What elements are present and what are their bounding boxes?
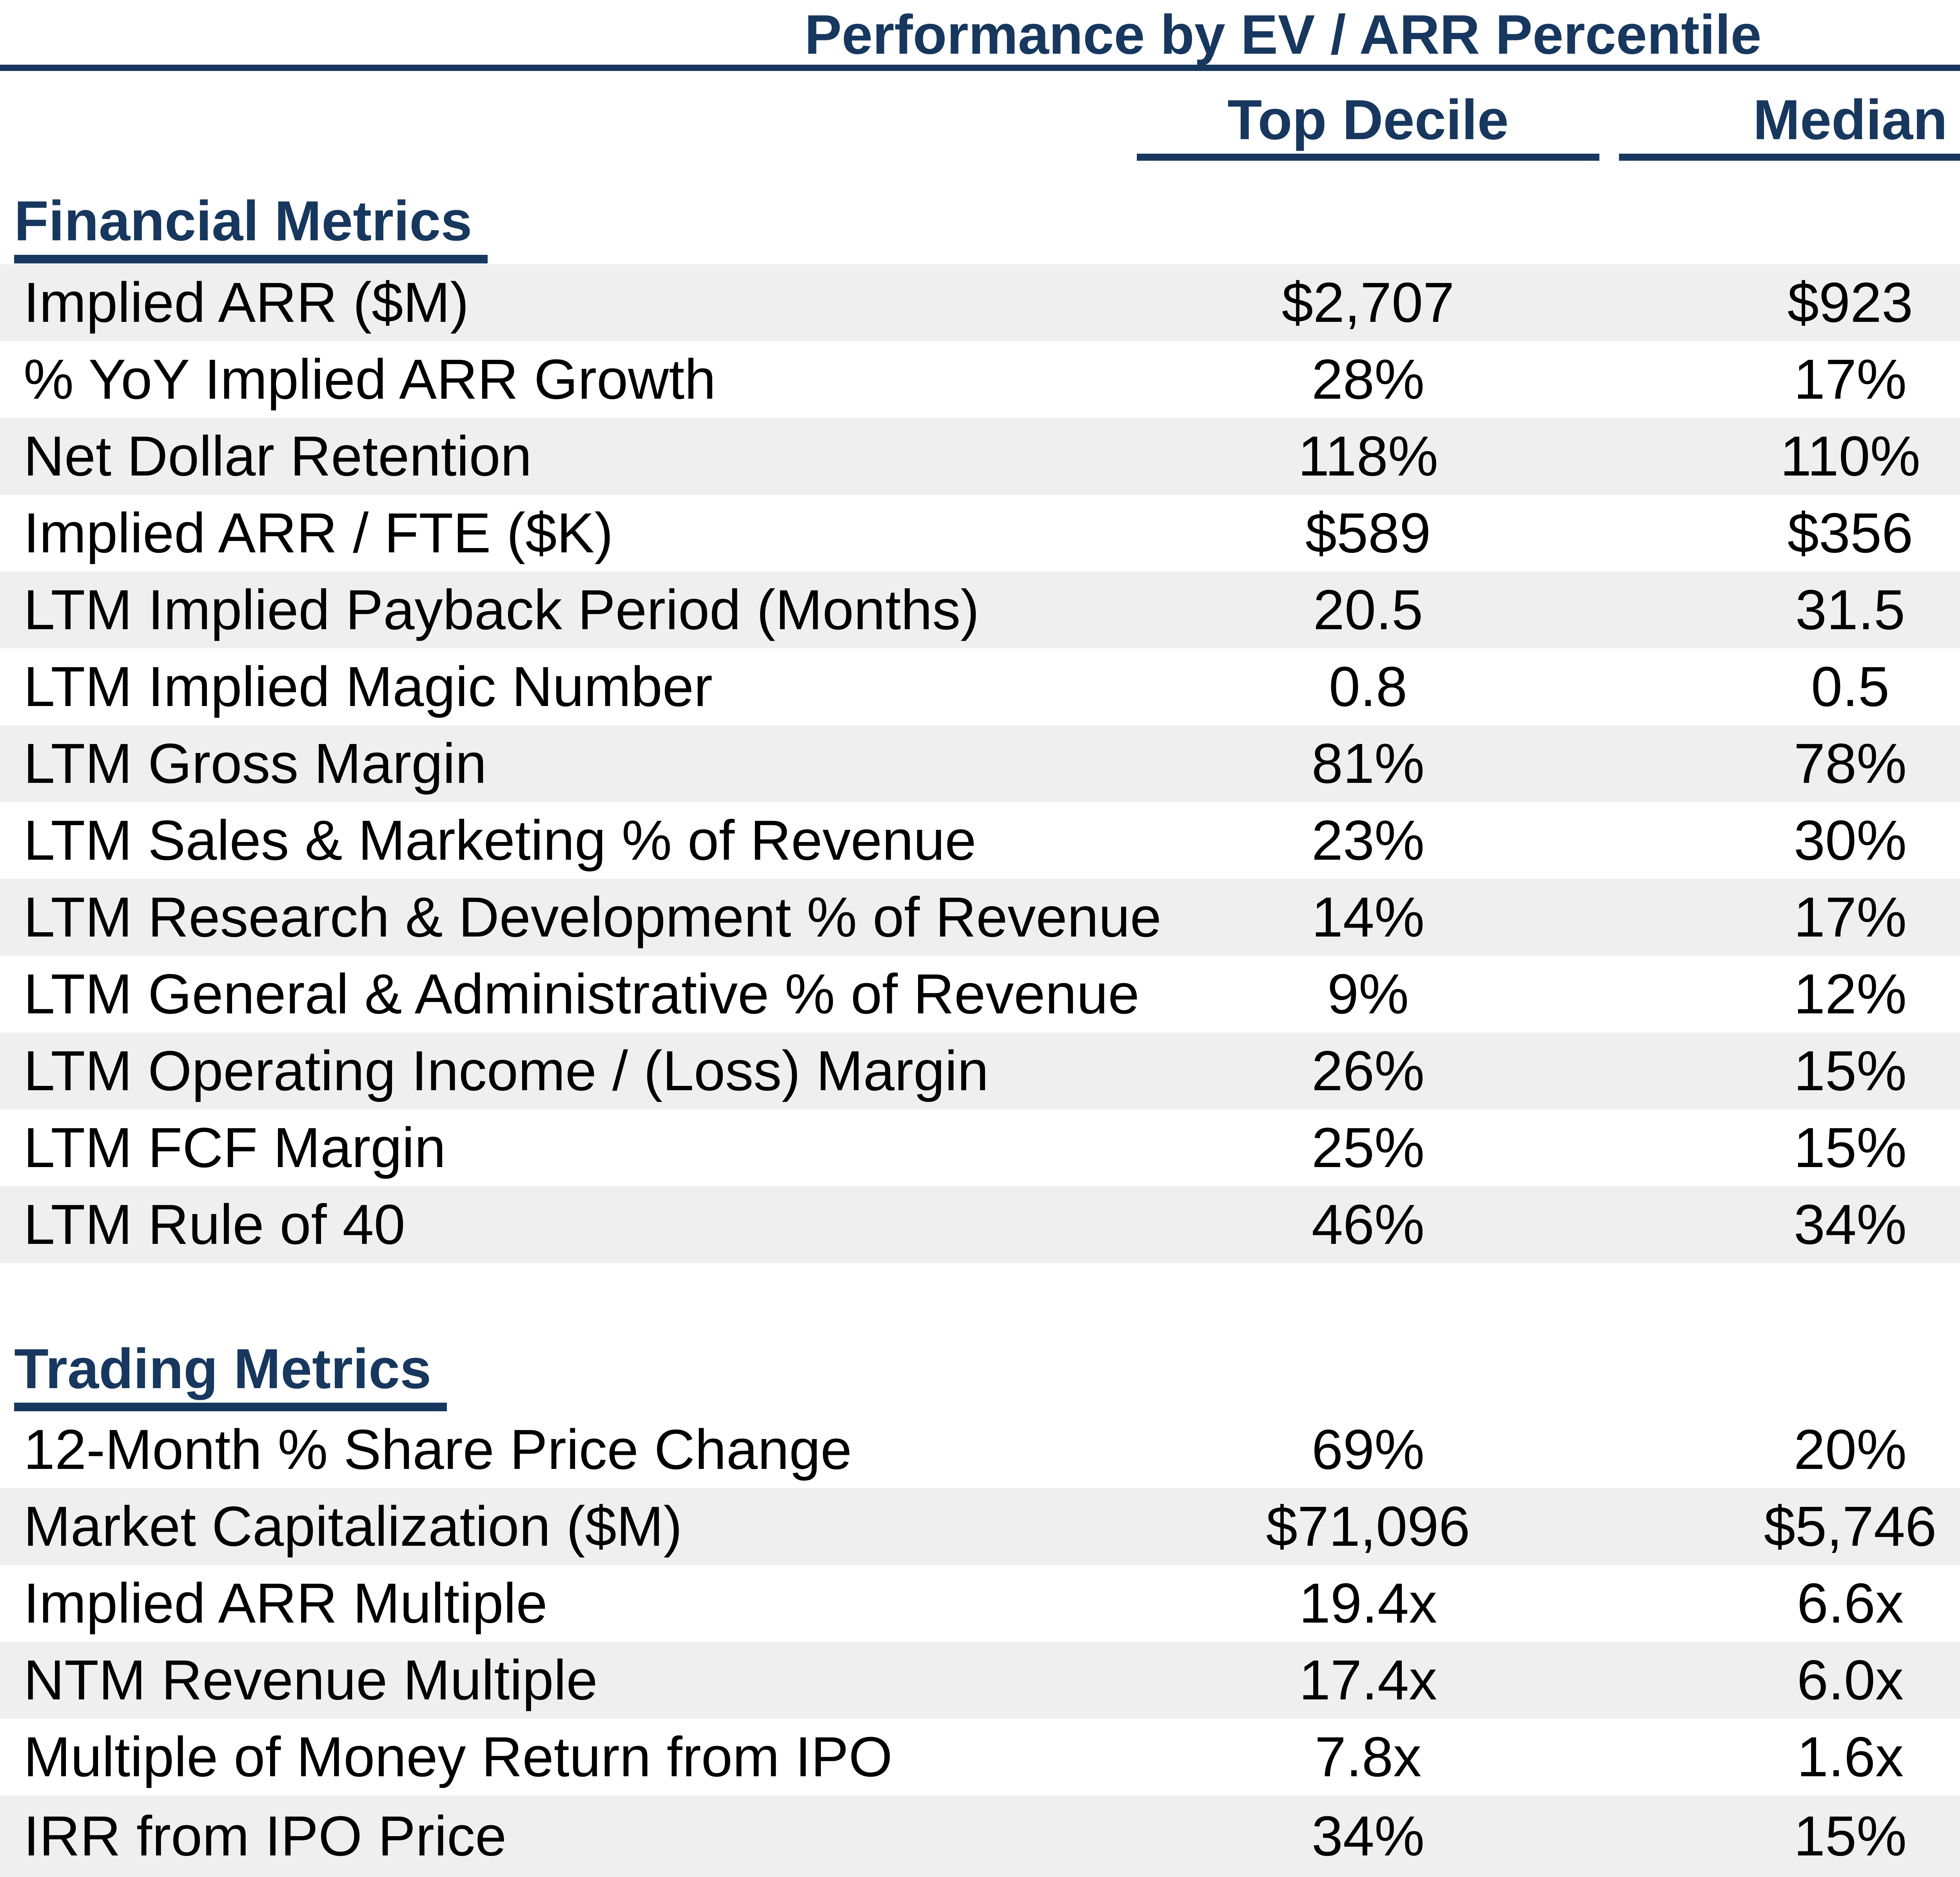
trading-metrics-rows: 12-Month % Share Price Change69%20%-Mark…	[0, 1411, 1960, 1877]
row-label: LTM Research & Development % of Revenue	[24, 886, 1161, 949]
row-label: LTM Gross Margin	[24, 732, 487, 795]
row-value-top-decile: 28%	[1311, 348, 1425, 411]
row-value-top-decile: 118%	[1298, 425, 1438, 488]
row-value-median: 31.5	[1795, 578, 1906, 641]
row-value-median: 6.6x	[1797, 1572, 1904, 1635]
row-value-median: 17%	[1793, 886, 1907, 949]
row-value-median: 20%	[1793, 1418, 1907, 1481]
row-value-median: 34%	[1793, 1193, 1907, 1256]
row-value-median: 12%	[1793, 962, 1907, 1026]
table-row: Market Capitalization ($M)$71,096$5,746-	[0, 1488, 1960, 1565]
row-value-median: 78%	[1793, 732, 1907, 795]
row-label: NTM Revenue Multiple	[24, 1648, 598, 1712]
page-title: Performance by EV / ARR Percentile	[804, 4, 1762, 66]
table-row: LTM Research & Development % of Revenue 1…	[0, 879, 1960, 956]
row-label: LTM Implied Magic Number	[24, 655, 713, 718]
row-value-median: 15%	[1793, 1116, 1907, 1179]
row-value-top-decile: $2,707	[1281, 271, 1455, 334]
row-value-top-decile: 17.4x	[1299, 1648, 1437, 1712]
table-row: LTM General & Administrative % of Revenu…	[0, 956, 1960, 1033]
title-rule	[0, 65, 1960, 71]
row-label: LTM Sales & Marketing % of Revenue	[24, 809, 976, 872]
row-label: Implied ARR Multiple	[24, 1572, 548, 1635]
row-value-median: 110%	[1780, 425, 1920, 488]
row-value-median: $356	[1787, 501, 1913, 565]
row-value-top-decile: 26%	[1311, 1039, 1425, 1102]
row-value-median: 0.5	[1811, 655, 1890, 718]
row-label: LTM General & Administrative % of Revenu…	[24, 962, 1140, 1026]
row-value-median: 1.6x	[1797, 1725, 1904, 1788]
row-value-median: 17%	[1793, 348, 1907, 411]
row-value-top-decile: $71,096	[1266, 1495, 1470, 1558]
row-value-top-decile: 23%	[1311, 809, 1425, 872]
row-value-top-decile: 34%	[1311, 1804, 1425, 1868]
row-value-top-decile: 7.8x	[1314, 1725, 1422, 1788]
table-row: LTM Sales & Marketing % of Revenue 23% 30%…	[0, 802, 1960, 879]
row-label: LTM FCF Margin	[24, 1116, 446, 1179]
table-row: Implied ARR ($M)$2,707$923$772	[0, 264, 1960, 341]
row-value-top-decile: 25%	[1311, 1116, 1425, 1179]
column-header-top-decile: Top Decile	[1137, 92, 1599, 161]
row-label: Implied ARR / FTE ($K)	[24, 501, 613, 565]
row-label: LTM Rule of 40	[24, 1193, 405, 1256]
row-value-top-decile: 14%	[1311, 886, 1425, 949]
row-value-top-decile: 19.4x	[1299, 1572, 1437, 1635]
row-value-top-decile: 46%	[1311, 1193, 1425, 1256]
row-value-top-decile: 81%	[1311, 732, 1425, 795]
row-value-top-decile: 69%	[1311, 1418, 1425, 1481]
row-label: Net Dollar Retention	[24, 425, 532, 488]
section-heading-trading-metrics: Trading Metrics	[14, 1341, 447, 1411]
row-label: LTM Implied Payback Period (Months)	[24, 578, 980, 641]
row-value-top-decile: 20.5	[1313, 578, 1423, 641]
financial-metrics-rows: Implied ARR ($M)$2,707$923$772% YoY Impl…	[0, 264, 1960, 1263]
row-value-median: 15%	[1793, 1039, 1907, 1102]
row-value-median: $923	[1787, 271, 1913, 334]
row-value-median: 30%	[1793, 809, 1907, 872]
row-label: Multiple of Money Return from IPO	[24, 1725, 893, 1788]
row-label: 12-Month % Share Price Change	[24, 1418, 852, 1481]
row-value-top-decile: 9%	[1327, 962, 1409, 1026]
row-value-top-decile: $589	[1305, 501, 1431, 565]
section-heading-financial-metrics: Financial Metrics	[14, 193, 488, 263]
table-row: LTM Implied Payback Period (Months) 20.5 3…	[0, 572, 1960, 648]
row-value-median: $5,746	[1764, 1495, 1937, 1558]
table-row: Multiple of Money Return from IPO 7.8x 1.6…	[0, 1719, 1960, 1795]
row-label: % YoY Implied ARR Growth	[24, 348, 716, 411]
row-label: LTM Operating Income / (Loss) Margin	[24, 1039, 989, 1102]
table-row: Implied ARR / FTE ($K)$589$356$269	[0, 495, 1960, 572]
row-value-median: 15%	[1793, 1804, 1907, 1868]
column-headers: Top Decile Median ServiceTitan	[0, 92, 1960, 161]
row-value-median: 6.0x	[1797, 1648, 1904, 1712]
column-header-median: Median	[1619, 92, 1960, 161]
row-label: Market Capitalization ($M)	[24, 1495, 682, 1558]
row-value-top-decile: 0.8	[1328, 655, 1408, 718]
table-row: LTM Operating Income / (Loss) Margin 26% 1…	[0, 1033, 1960, 1109]
row-label: Implied ARR ($M)	[24, 271, 469, 334]
row-label: IRR from IPO Price	[24, 1804, 507, 1868]
